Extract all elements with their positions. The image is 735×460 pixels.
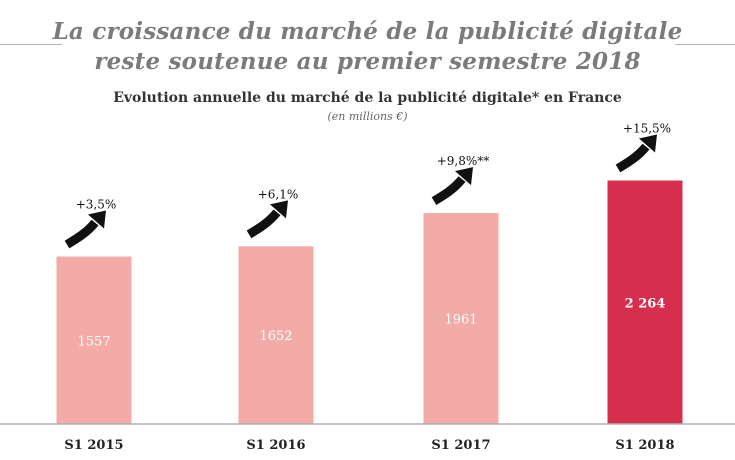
title-rule-right xyxy=(675,44,735,45)
growth-arrow-head-0 xyxy=(88,210,106,229)
growth-arrow-1 xyxy=(246,209,281,239)
category-label-1: S1 2016 xyxy=(246,438,305,453)
growth-label-2: +9,8%** xyxy=(437,154,490,168)
bar-value-label-1: 1652 xyxy=(259,329,292,344)
chart-subtitle: Evolution annuelle du marché de la publi… xyxy=(113,90,622,106)
chart-unit-label: (en millions €) xyxy=(327,110,408,123)
bar-1 xyxy=(238,246,314,424)
category-label-2: S1 2017 xyxy=(431,438,490,453)
bar-value-label-3: 2 264 xyxy=(625,296,666,311)
growth-label-3: +15,5% xyxy=(623,122,671,136)
growth-arrow-head-2 xyxy=(455,167,473,186)
chart-title-line-2: reste soutenue au premier semestre 2018 xyxy=(94,48,641,75)
bar-2 xyxy=(423,213,499,424)
labels-layer: 1557 +3,5% S1 2015 1652 +6,1% S1 2016 1961 +9,8… xyxy=(64,122,674,453)
category-label-0: S1 2015 xyxy=(64,438,123,453)
growth-label-0: +3,5% xyxy=(76,198,117,212)
bar-value-label-2: 1961 xyxy=(444,313,477,328)
bar-0 xyxy=(56,256,132,424)
growth-arrow-0 xyxy=(64,219,99,249)
bar-value-label-0: 1557 xyxy=(77,334,110,349)
growth-arrow-3 xyxy=(615,143,650,173)
bar-3 xyxy=(607,180,683,424)
growth-arrow-2 xyxy=(431,176,466,205)
growth-label-1: +6,1% xyxy=(258,187,299,201)
bars-layer xyxy=(56,180,683,424)
chart-title-line-1: La croissance du marché de la publicité … xyxy=(52,18,683,45)
category-label-3: S1 2018 xyxy=(615,438,674,453)
growth-arrow-head-3 xyxy=(639,134,657,153)
title-rule-left xyxy=(0,44,62,45)
growth-arrow-head-1 xyxy=(270,200,288,219)
